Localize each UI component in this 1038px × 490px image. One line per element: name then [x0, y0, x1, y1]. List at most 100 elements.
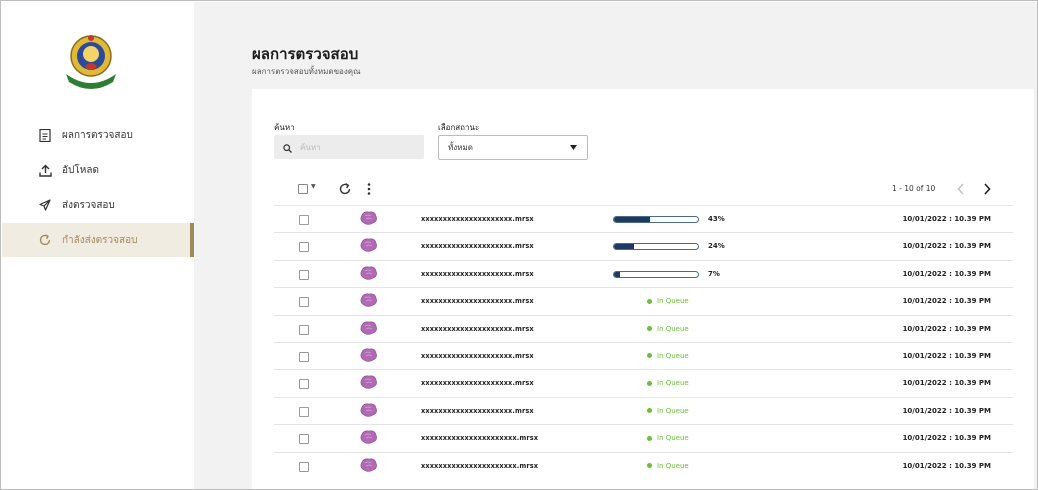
progress-bar	[613, 243, 699, 251]
file-name[interactable]: xxxxxxxxxxxxxxxxxxxxx.mrsx	[421, 269, 534, 278]
sidebar-item-send[interactable]: ส่งตรวจสอบ	[2, 188, 194, 222]
file-name[interactable]: xxxxxxxxxxxxxxxxxxxxx.mrsx	[421, 297, 534, 306]
table-row[interactable]: xxxxxxxxxxxxxxxxxxxxxx.mrsx In Queue 10/01…	[274, 424, 1013, 451]
sidebar: ผลการตรวจสอบ อัปโหลด ส่งตรวจสอบ กำลังส่ง…	[2, 2, 194, 489]
university-logo	[60, 30, 122, 92]
file-blob-icon	[359, 347, 378, 363]
row-checkbox[interactable]	[299, 434, 309, 445]
table-row[interactable]: xxxxxxxxxxxxxxxxxxxxx.mrsx 7% 10/01/2022 :…	[274, 259, 1013, 287]
file-name[interactable]: xxxxxxxxxxxxxxxxxxxxx.mrsx	[421, 324, 534, 333]
row-checkbox[interactable]	[299, 351, 309, 362]
row-checkbox[interactable]	[299, 242, 309, 253]
table-row[interactable]: xxxxxxxxxxxxxxxxxxxxx.mrsx In Queue 10/01/…	[274, 396, 1013, 424]
queue-status: In Queue	[647, 434, 689, 442]
file-blob-icon	[359, 265, 378, 281]
status-dot-icon	[647, 353, 652, 359]
send-icon	[38, 198, 52, 212]
sidebar-item-label: ผลการตรวจสอบ	[62, 129, 133, 141]
row-datetime: 10/01/2022 : 10.39 PM	[902, 242, 991, 251]
progress-percent: 43%	[708, 215, 725, 223]
table-row[interactable]: xxxxxxxxxxxxxxxxxxxxx.mrsx In Queue 10/01/…	[274, 314, 1013, 342]
refresh-icon[interactable]	[338, 181, 352, 195]
more-vertical-icon[interactable]	[364, 181, 374, 195]
row-datetime: 10/01/2022 : 10.39 PM	[902, 461, 991, 470]
queue-status-label: In Queue	[657, 297, 689, 306]
status-select[interactable]: ทั้งหมด	[438, 135, 588, 160]
file-blob-icon	[359, 374, 378, 390]
chevron-right-icon[interactable]	[981, 181, 993, 195]
row-datetime: 10/01/2022 : 10.39 PM	[902, 215, 991, 223]
page-subtitle: ผลการตรวจสอบทั้งหมดของคุณ	[252, 67, 361, 76]
row-checkbox[interactable]	[299, 215, 309, 225]
select-menu-caret-icon[interactable]: ▼	[311, 183, 316, 190]
search-input[interactable]: ค้นหา	[274, 135, 424, 159]
queue-status: In Queue	[647, 352, 689, 360]
row-datetime: 10/01/2022 : 10.39 PM	[902, 379, 991, 388]
row-checkbox[interactable]	[299, 269, 309, 280]
file-blob-icon	[359, 292, 378, 308]
progress-fill	[614, 217, 651, 222]
status-dot-icon	[647, 408, 652, 414]
queue-status-label: In Queue	[657, 324, 689, 333]
page-title: ผลการตรวจสอบ	[252, 45, 359, 63]
queue-status-label: In Queue	[657, 461, 689, 470]
row-datetime: 10/01/2022 : 10.39 PM	[902, 297, 991, 306]
file-blob-icon	[359, 457, 378, 473]
file-name[interactable]: xxxxxxxxxxxxxxxxxxxxx.mrsx	[421, 351, 534, 360]
queue-status: In Queue	[647, 462, 689, 470]
row-checkbox[interactable]	[299, 461, 309, 472]
table-row[interactable]: xxxxxxxxxxxxxxxxxxxxx.mrsx 43% 10/01/2022 …	[274, 205, 1013, 232]
queue-status: In Queue	[647, 407, 689, 415]
progress-fill	[614, 271, 620, 277]
document-icon	[38, 128, 52, 142]
row-datetime: 10/01/2022 : 10.39 PM	[902, 324, 991, 333]
progress-bar	[613, 216, 699, 223]
file-blob-icon	[359, 320, 378, 336]
status-label: เลือกสถานะ	[438, 123, 480, 132]
sidebar-item-upload[interactable]: อัปโหลด	[2, 153, 194, 187]
table-row[interactable]: xxxxxxxxxxxxxxxxxxxxxx.mrsx In Queue 10/01…	[274, 451, 1013, 479]
queue-status-label: In Queue	[657, 406, 689, 415]
sidebar-item-sending[interactable]: กำลังส่งตรวจสอบ	[2, 223, 194, 257]
progress-percent: 7%	[708, 269, 720, 278]
file-name[interactable]: xxxxxxxxxxxxxxxxxxxxxx.mrsx	[421, 461, 539, 470]
row-checkbox[interactable]	[299, 297, 309, 308]
table-row[interactable]: xxxxxxxxxxxxxxxxxxxxx.mrsx In Queue 10/01/…	[274, 341, 1013, 369]
row-datetime: 10/01/2022 : 10.39 PM	[902, 406, 991, 415]
table-row[interactable]: xxxxxxxxxxxxxxxxxxxxx.mrsx In Queue 10/01/…	[274, 287, 1013, 314]
file-name[interactable]: xxxxxxxxxxxxxxxxxxxxx.mrsx	[421, 215, 534, 223]
sidebar-item-label: กำลังส่งตรวจสอบ	[62, 234, 138, 246]
row-checkbox[interactable]	[299, 379, 309, 390]
status-dot-icon	[647, 435, 652, 441]
table-row[interactable]: xxxxxxxxxxxxxxxxxxxxx.mrsx 24% 10/01/2022 …	[274, 232, 1013, 259]
queue-status-label: In Queue	[657, 434, 689, 443]
search-placeholder: ค้นหา	[300, 142, 321, 152]
row-checkbox[interactable]	[299, 406, 309, 417]
file-name[interactable]: xxxxxxxxxxxxxxxxxxxxx.mrsx	[421, 242, 534, 251]
row-checkbox[interactable]	[299, 324, 309, 335]
sidebar-item-label: อัปโหลด	[62, 164, 99, 176]
file-blob-icon	[359, 237, 378, 253]
progress-fill	[614, 244, 635, 250]
refresh-icon	[38, 233, 52, 247]
chevron-left-icon[interactable]	[955, 181, 967, 195]
select-all-checkbox[interactable]	[298, 184, 308, 194]
file-blob-icon	[359, 402, 378, 418]
table-row[interactable]: xxxxxxxxxxxxxxxxxxxxx.mrsx In Queue 10/01/…	[274, 369, 1013, 396]
status-dot-icon	[647, 326, 652, 332]
row-datetime: 10/01/2022 : 10.39 PM	[902, 351, 991, 360]
progress-percent: 24%	[708, 242, 725, 251]
file-name[interactable]: xxxxxxxxxxxxxxxxxxxxx.mrsx	[421, 379, 534, 388]
status-dot-icon	[647, 380, 652, 386]
file-blob-icon	[359, 429, 378, 445]
row-datetime: 10/01/2022 : 10.39 PM	[902, 269, 991, 278]
progress-bar	[613, 270, 699, 278]
upload-icon	[38, 163, 52, 177]
file-name[interactable]: xxxxxxxxxxxxxxxxxxxxxx.mrsx	[421, 434, 539, 443]
sidebar-item-results[interactable]: ผลการตรวจสอบ	[2, 118, 194, 152]
file-name[interactable]: xxxxxxxxxxxxxxxxxxxxx.mrsx	[421, 406, 534, 415]
search-icon	[283, 138, 292, 157]
queue-status: In Queue	[647, 379, 689, 387]
file-list: xxxxxxxxxxxxxxxxxxxxx.mrsx 43% 10/01/2022 …	[274, 205, 1013, 479]
